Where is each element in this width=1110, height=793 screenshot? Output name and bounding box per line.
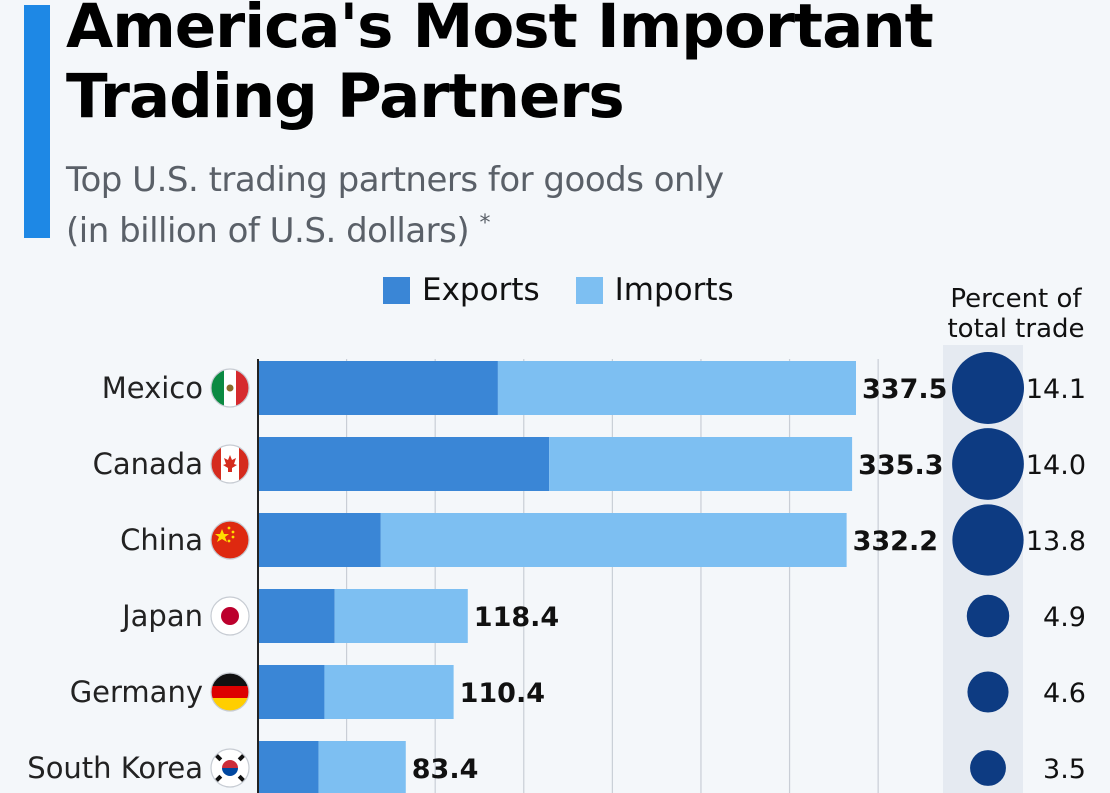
legend-item-imports: Imports [575,272,734,308]
accent-bar [24,5,50,238]
subtitle-line-2: (in billion of U.S. dollars) [66,211,470,251]
value-label-1: 335.3 [858,450,943,481]
percent-header: Percent of total trade [940,284,1092,344]
bar-exports-3 [258,589,335,643]
legend-item-exports: Exports [383,272,540,308]
flag-icon-2 [210,520,250,560]
percent-label-1: 14.0 [1026,450,1086,481]
legend-label-exports: Exports [422,272,540,308]
subtitle-asterisk: * [479,211,490,236]
percent-bubble-1 [952,428,1024,500]
percent-label-4: 4.6 [1043,678,1086,709]
flag-icon-4 [210,672,250,712]
bar-imports-5 [318,741,406,793]
percent-label-5: 3.5 [1043,754,1086,785]
legend: Exports Imports [383,272,770,308]
flag-icon-3 [210,596,250,636]
percent-header-line-1: Percent of [950,284,1082,314]
percent-bubble-0 [952,352,1024,424]
bar-exports-4 [258,665,325,719]
bar-imports-2 [380,513,847,567]
value-label-0: 337.5 [862,374,947,405]
value-label-5: 83.4 [412,754,479,785]
bar-imports-1 [549,437,853,491]
value-label-3: 118.4 [474,602,559,633]
title-line-2: Trading Partners [66,61,625,132]
chart-subtitle: Top U.S. trading partners for goods only… [66,158,724,253]
percent-bubble-3 [966,594,1010,638]
category-label-0: Mexico [102,371,203,405]
bar-exports-2 [258,513,381,567]
flag-icon-0 [210,368,250,408]
category-label-5: South Korea [27,751,203,785]
legend-swatch-exports [383,276,410,304]
flag-icon-5 [210,748,250,788]
category-label-4: Germany [70,675,203,709]
percent-label-3: 4.9 [1043,602,1086,633]
value-label-4: 110.4 [460,678,545,709]
percent-header-line-2: total trade [947,314,1085,344]
bar-exports-0 [258,361,498,415]
chart-title: America's Most Important Trading Partner… [66,0,934,132]
bar-imports-3 [334,589,468,643]
bar-exports-5 [258,741,319,793]
legend-label-imports: Imports [614,272,734,308]
category-label-1: Canada [93,447,203,481]
percent-bubble-5 [970,750,1006,786]
flag-icon-1 [210,444,250,484]
subtitle-line-1: Top U.S. trading partners for goods only [66,160,724,200]
percent-bubble-4 [967,671,1009,713]
percent-label-0: 14.1 [1026,374,1086,405]
bar-imports-0 [497,361,856,415]
category-label-3: Japan [120,599,203,633]
legend-swatch-imports [575,276,603,304]
bar-imports-4 [324,665,454,719]
title-line-1: America's Most Important [66,0,934,62]
category-label-2: China [120,523,203,557]
percent-bubble-2 [952,504,1024,576]
bar-exports-1 [258,437,550,491]
value-label-2: 332.2 [853,526,938,557]
percent-label-2: 13.8 [1026,526,1086,557]
